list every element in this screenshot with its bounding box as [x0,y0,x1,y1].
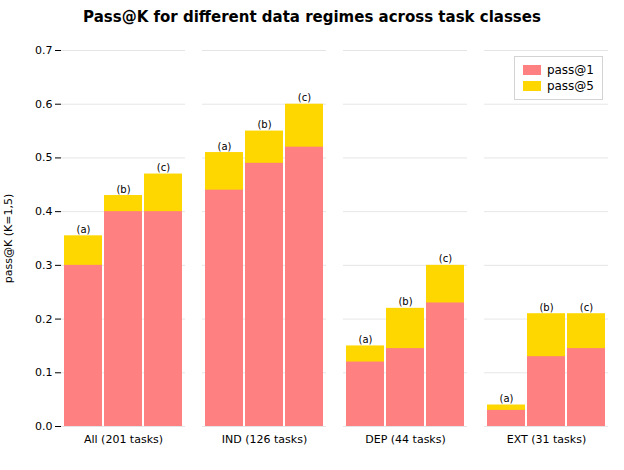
html-text:pass@5: pass@5 [546,79,594,93]
svg-text:0.0: 0.0 [35,420,53,433]
svg-text:0.4: 0.4 [35,205,53,218]
html-text:pass@1: pass@1 [546,63,594,77]
svg-text:(c): (c) [580,302,593,313]
svg-text:(b): (b) [539,302,553,313]
svg-text:0.6: 0.6 [35,98,53,111]
svg-text:All (201 tasks): All (201 tasks) [84,433,163,446]
svg-text:(a): (a) [77,224,91,235]
html-text:Pass@K for different data regi: Pass@K for different data regimes across… [83,8,541,26]
svg-text:0.3: 0.3 [35,259,53,272]
svg-text:(a): (a) [500,393,514,404]
svg-text:0.2: 0.2 [35,313,53,326]
svg-text:IND (126 tasks): IND (126 tasks) [222,433,307,446]
svg-text:(c): (c) [439,253,452,264]
svg-text:(c): (c) [298,92,311,103]
svg-text:EXT (31 tasks): EXT (31 tasks) [507,433,586,446]
svg-text:(c): (c) [157,162,170,173]
svg-text:DEP (44 tasks): DEP (44 tasks) [365,433,446,446]
svg-text:0.7: 0.7 [35,44,53,57]
svg-text:0.1: 0.1 [35,366,53,379]
svg-text:pass@K (K=1,5): pass@K (K=1,5) [2,194,15,283]
svg-text:(a): (a) [218,141,232,152]
svg-text:(b): (b) [257,119,271,130]
svg-text:(a): (a) [359,334,373,345]
svg-text:(b): (b) [398,296,412,307]
svg-text:0.5: 0.5 [35,151,53,164]
svg-text:(b): (b) [116,184,130,195]
